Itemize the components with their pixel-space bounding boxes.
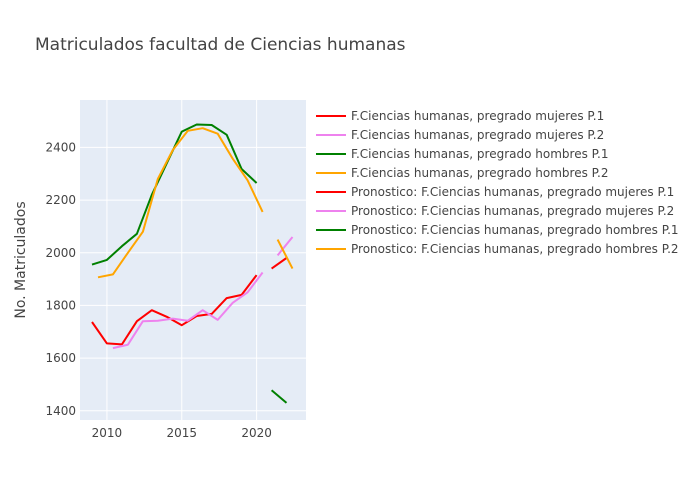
x-axis-ticks: 2010 2015 2020 [92, 426, 272, 440]
grid-lines [80, 100, 306, 420]
legend[interactable]: F.Ciencias humanas, pregrado mujeres P.1… [316, 109, 679, 256]
x-tick-label: 2020 [241, 426, 272, 440]
legend-label: Pronostico: F.Ciencias humanas, pregrado… [351, 204, 674, 218]
legend-item-8[interactable]: Pronostico: F.Ciencias humanas, pregrado… [316, 242, 679, 256]
legend-item-2[interactable]: F.Ciencias humanas, pregrado mujeres P.2 [316, 128, 604, 142]
chart-title: Matriculados facultad de Ciencias humana… [35, 35, 406, 55]
x-tick-label: 2015 [167, 426, 198, 440]
x-tick-label: 2010 [92, 426, 123, 440]
y-tick-label: 2400 [45, 140, 76, 154]
series-line-6 [276, 236, 294, 257]
y-tick-label: 1800 [45, 298, 76, 312]
series-line-5 [271, 257, 288, 270]
series-line-4 [97, 127, 264, 279]
legend-item-3[interactable]: F.Ciencias humanas, pregrado hombres P.1 [316, 147, 608, 161]
y-tick-label: 1400 [45, 404, 76, 418]
y-tick-label: 2000 [45, 246, 76, 260]
y-axis-title: No. Matriculados [13, 201, 29, 318]
legend-item-1[interactable]: F.Ciencias humanas, pregrado mujeres P.1 [316, 109, 604, 123]
legend-item-5[interactable]: Pronostico: F.Ciencias humanas, pregrado… [316, 185, 674, 199]
series-line-1 [91, 274, 258, 346]
y-tick-label: 2200 [45, 193, 76, 207]
y-tick-label: 1600 [45, 351, 76, 365]
legend-item-6[interactable]: Pronostico: F.Ciencias humanas, pregrado… [316, 204, 674, 218]
legend-label: Pronostico: F.Ciencias humanas, pregrado… [351, 223, 679, 237]
legend-label: F.Ciencias humanas, pregrado hombres P.1 [351, 147, 608, 161]
legend-item-7[interactable]: Pronostico: F.Ciencias humanas, pregrado… [316, 223, 679, 237]
legend-label: F.Ciencias humanas, pregrado mujeres P.2 [351, 128, 604, 142]
series-line-2 [112, 271, 264, 350]
series-lines [91, 123, 294, 404]
legend-label: F.Ciencias humanas, pregrado hombres P.2 [351, 166, 608, 180]
series-line-7 [270, 389, 288, 404]
legend-label: F.Ciencias humanas, pregrado mujeres P.1 [351, 109, 604, 123]
series-line-8 [276, 239, 294, 270]
plot-area [80, 100, 306, 420]
legend-item-4[interactable]: F.Ciencias humanas, pregrado hombres P.2 [316, 166, 608, 180]
y-axis-ticks: 1400 1600 1800 2000 2200 2400 [45, 140, 76, 417]
legend-label: Pronostico: F.Ciencias humanas, pregrado… [351, 185, 674, 199]
legend-label: Pronostico: F.Ciencias humanas, pregrado… [351, 242, 679, 256]
